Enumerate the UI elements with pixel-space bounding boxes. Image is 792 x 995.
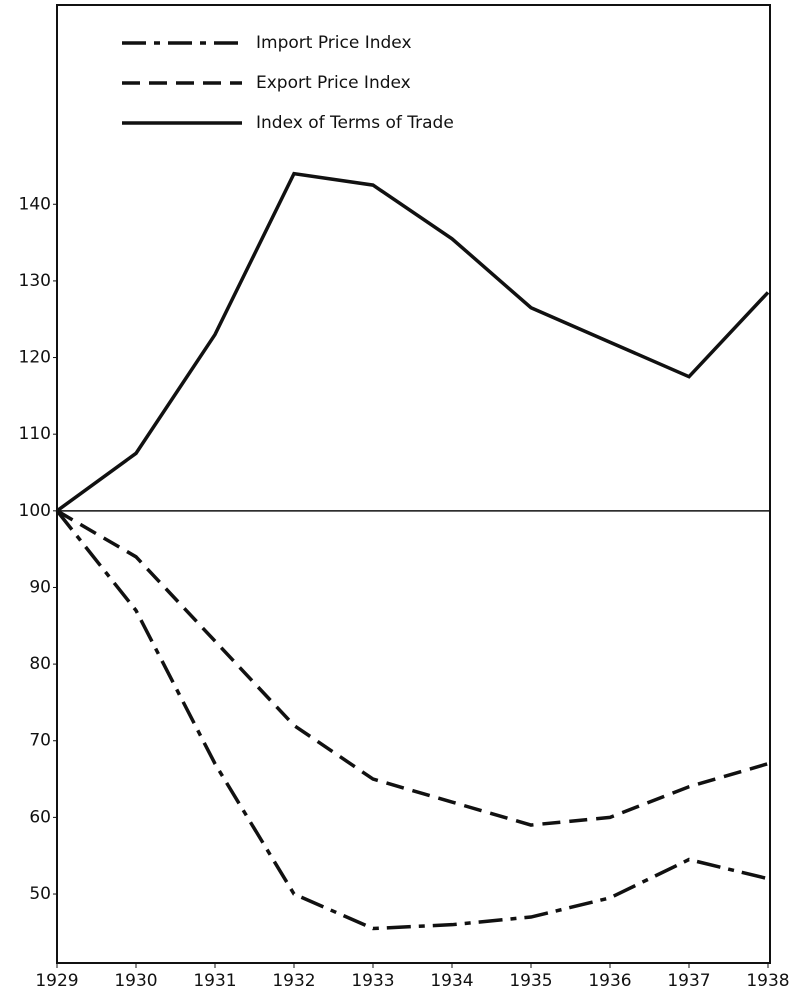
x-tick-label: 1930 <box>114 971 157 991</box>
x-tick-label: 1933 <box>351 971 394 991</box>
y-tick-label: 120 <box>19 348 51 368</box>
y-tick-label: 100 <box>19 501 51 521</box>
legend-label: Import Price Index <box>256 33 412 53</box>
y-tick-label: 80 <box>29 654 51 674</box>
x-tick-label: 1929 <box>35 971 78 991</box>
y-tick-label: 70 <box>29 731 51 751</box>
y-tick-label: 60 <box>29 807 51 827</box>
y-tick-label: 110 <box>19 424 51 444</box>
series-line <box>55 171 770 513</box>
x-tick-label: 1937 <box>667 971 710 991</box>
series-line <box>56 509 769 827</box>
legend-label: Index of Terms of Trade <box>256 113 454 133</box>
x-tick-label: 1935 <box>509 971 552 991</box>
y-tick-label: 130 <box>19 271 51 291</box>
y-tick-label: 90 <box>29 577 51 597</box>
plot-frame <box>56 4 771 964</box>
y-tick-label: 140 <box>19 194 51 214</box>
legend-label: Export Price Index <box>256 73 411 93</box>
x-tick-label: 1938 <box>746 971 789 991</box>
x-tick-label: 1936 <box>588 971 631 991</box>
x-tick-label: 1931 <box>193 971 236 991</box>
x-tick-label: 1932 <box>272 971 315 991</box>
x-tick-label: 1934 <box>430 971 473 991</box>
y-tick-label: 50 <box>29 884 51 904</box>
series-line <box>55 509 769 931</box>
